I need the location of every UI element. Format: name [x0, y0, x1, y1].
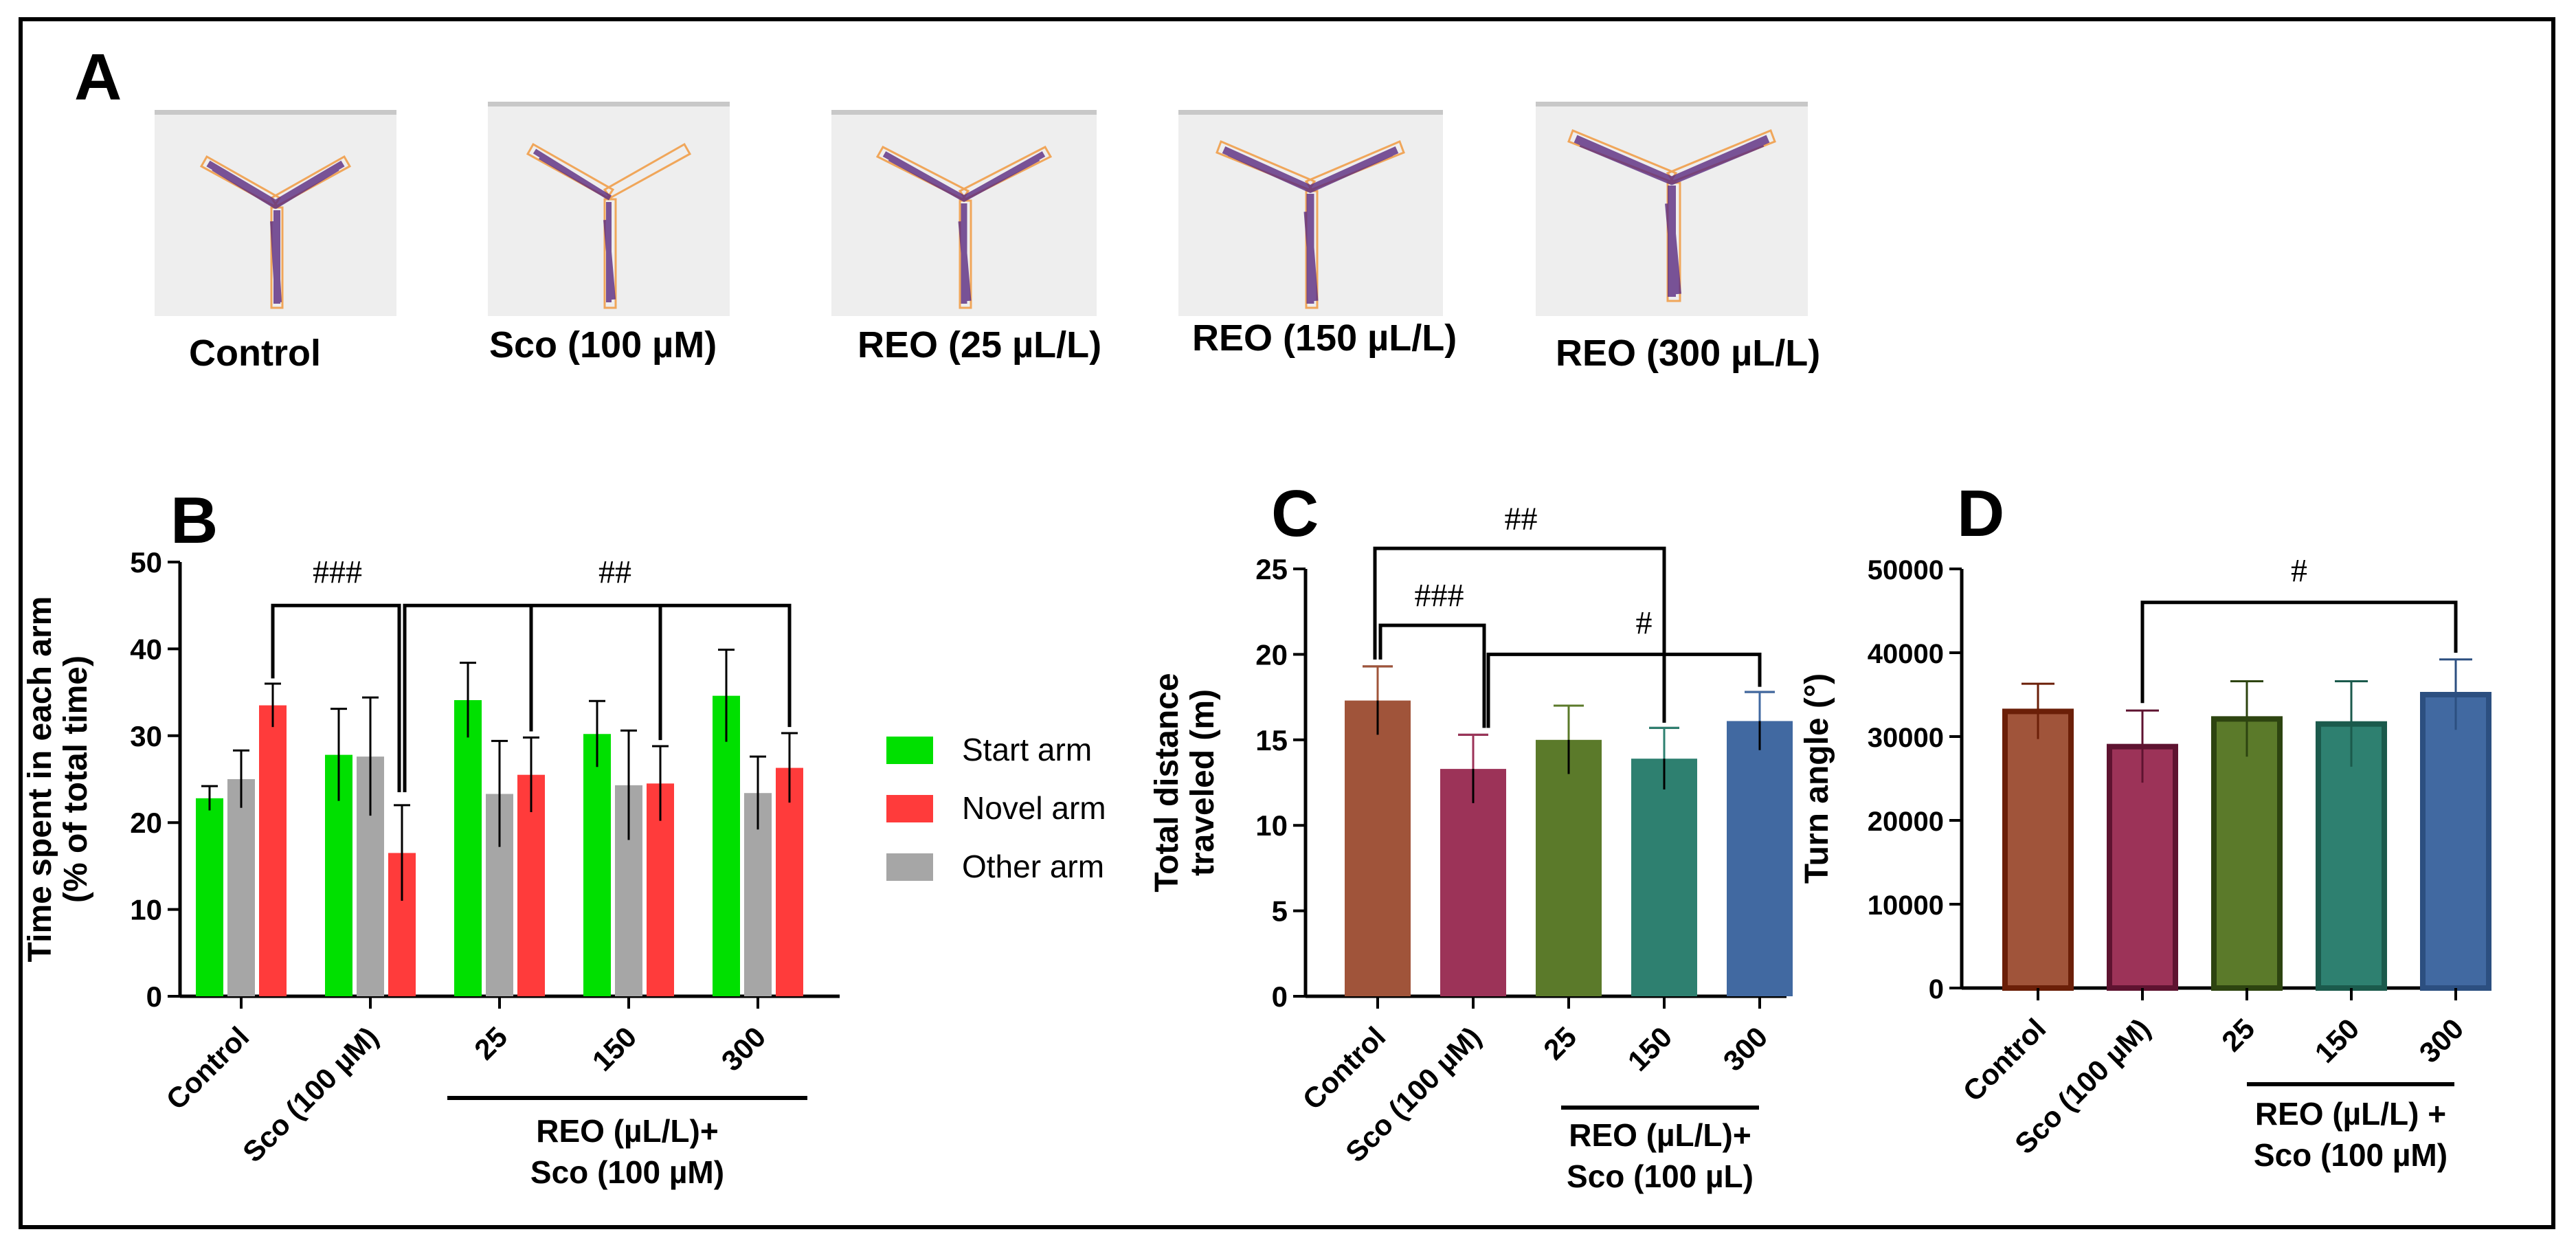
y-tick-label: 0 — [146, 980, 162, 1013]
y-tick-label: 20000 — [1868, 807, 1944, 837]
x-tick-label: 25 — [468, 1020, 513, 1066]
significance-bracket — [1486, 652, 1762, 728]
y-tick-label: 25 — [1255, 553, 1288, 585]
group-label: Sco (100 µM) — [2254, 1137, 2448, 1173]
panel-letter-b: B — [170, 484, 218, 557]
x-tick-label: 25 — [1537, 1020, 1582, 1066]
y-tick-label: 0 — [1929, 974, 1944, 1005]
bar-start-arm — [196, 798, 223, 996]
bar-start-arm — [454, 699, 482, 996]
maze-caption-sco: Sco (100 µM) — [489, 324, 717, 366]
significance-bracket — [1378, 623, 1486, 728]
significance-bracket — [2140, 601, 2458, 704]
maze-image-reo-150 — [1178, 110, 1443, 316]
legend-swatch-other-arm — [886, 853, 933, 881]
maze-image-reo-300 — [1536, 102, 1808, 316]
x-tick-label: 300 — [715, 1020, 772, 1077]
group-label: Sco (100 µL) — [1567, 1158, 1754, 1194]
bar-1 — [2002, 708, 2074, 991]
legend-label: Other arm — [962, 849, 1104, 884]
y-tick-label: 50000 — [1868, 555, 1944, 585]
y-tick-label: 15 — [1255, 724, 1288, 756]
group-label: REO (µL/L)+ — [536, 1113, 718, 1149]
panel-a-maze-images: Control Sco (100 µM) REO (25 µL/L) REO (… — [155, 102, 1820, 374]
y-tick-label: 30 — [130, 720, 162, 752]
bar-novel-arm — [776, 767, 803, 996]
chart-d: 0 10000 20000 30000 40000 50000 Turn angle (°)… — [1799, 552, 2491, 1173]
y-tick-label: 10000 — [1868, 890, 1944, 921]
y-tick-label: 50 — [130, 546, 162, 579]
maze-image-reo-25 — [831, 110, 1097, 316]
panel-letter-c: C — [1271, 477, 1319, 550]
y-axis-label: traveled (m) — [1185, 689, 1221, 876]
legend-swatch-novel-arm — [886, 795, 933, 822]
chart-b: 0 10 20 30 40 50 Time spent in each arm (% of t… — [22, 546, 1106, 1190]
x-tick-label: Sco (100 µM) — [236, 1020, 384, 1168]
bar-novel-arm — [259, 705, 287, 996]
maze-image-sco — [488, 102, 730, 316]
y-tick-label: 10 — [1255, 809, 1288, 842]
y-tick-label: 0 — [1272, 980, 1288, 1013]
significance-label: # — [1636, 605, 1653, 642]
y-axis-label: Turn angle (°) — [1799, 673, 1835, 884]
bar-start-arm — [583, 734, 611, 996]
legend-swatch-start-arm — [886, 737, 933, 764]
bar-2 — [1440, 769, 1506, 996]
x-tick-label: Control — [1957, 1012, 2052, 1108]
x-tick-label: Control — [160, 1020, 256, 1116]
x-tick-label: Control — [1297, 1020, 1392, 1116]
bar-5 — [1727, 721, 1793, 996]
significance-label: ### — [313, 554, 362, 590]
maze-caption-reo-300: REO (300 µL/L) — [1556, 333, 1820, 374]
y-axis-label: Time spent in each arm — [22, 596, 58, 963]
maze-caption-control: Control — [189, 333, 321, 374]
x-tick-label: 25 — [2215, 1012, 2261, 1057]
y-tick-label: 30000 — [1868, 723, 1944, 753]
y-tick-label: 20 — [1255, 638, 1288, 671]
significance-label: ## — [598, 554, 631, 590]
y-tick-label: 40 — [130, 633, 162, 665]
y-tick-label: 40000 — [1868, 639, 1944, 669]
x-tick-label: 150 — [2309, 1012, 2366, 1069]
y-axis-label: Total distance — [1149, 673, 1185, 892]
legend-label: Novel arm — [962, 790, 1106, 826]
panel-letter-d: D — [1957, 477, 2004, 550]
significance-bracket — [403, 603, 792, 792]
x-tick-label: 150 — [586, 1020, 643, 1077]
significance-bracket — [271, 603, 401, 792]
x-tick-label: 300 — [2413, 1012, 2470, 1069]
x-tick-label: 150 — [1622, 1020, 1679, 1077]
bar-4 — [1631, 759, 1697, 996]
x-tick-label: 300 — [1717, 1020, 1774, 1077]
maze-caption-reo-150: REO (150 µL/L) — [1192, 317, 1457, 359]
maze-caption-reo-25: REO (25 µL/L) — [858, 324, 1101, 366]
significance-bracket — [1373, 546, 1666, 723]
figure-frame — [19, 17, 2555, 1229]
y-tick-label: 5 — [1272, 895, 1288, 928]
significance-label: ### — [1415, 578, 1464, 614]
bar-3 — [2211, 716, 2283, 991]
bar-other-arm — [227, 779, 255, 996]
bar-3 — [1536, 739, 1602, 996]
panel-letter-a: A — [74, 41, 122, 114]
group-label: REO (µL/L)+ — [1569, 1117, 1751, 1153]
y-axis-label: (% of total time) — [58, 655, 94, 903]
y-tick-label: 10 — [130, 894, 162, 926]
group-label: REO (µL/L) + — [2255, 1096, 2446, 1132]
bar-2 — [2107, 743, 2178, 991]
chart-c: 0 5 10 15 20 25 Total distance traveled (m) Cont… — [1149, 501, 1793, 1194]
group-label: Sco (100 µM) — [530, 1154, 724, 1190]
y-tick-label: 20 — [130, 807, 162, 839]
maze-image-control — [155, 110, 396, 316]
significance-label: ## — [1505, 501, 1538, 537]
bar-start-arm — [713, 695, 740, 996]
bar-4 — [2316, 721, 2387, 991]
legend-label: Start arm — [962, 732, 1092, 767]
bar-5 — [2420, 692, 2491, 991]
bar-1 — [1345, 700, 1411, 996]
significance-label: # — [2291, 552, 2307, 589]
